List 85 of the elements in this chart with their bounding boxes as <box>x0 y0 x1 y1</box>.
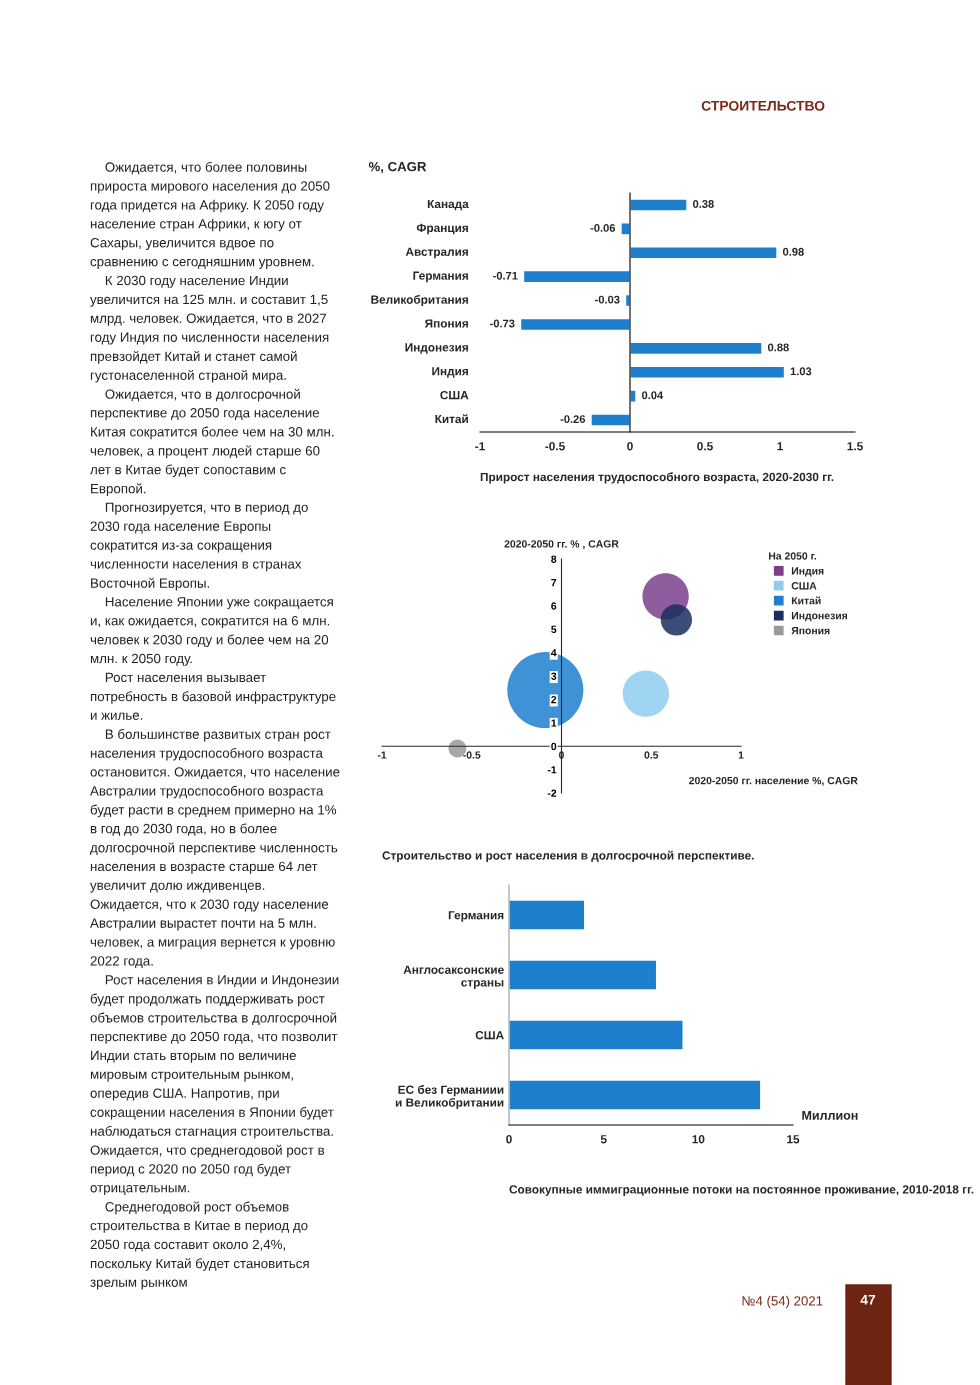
x-tick-label: 0.5 <box>697 442 713 451</box>
text: Строительство и рост населения в долгосрочной перспективе. <box>382 850 754 862</box>
text: Рост населения вызывает потребность в базовой инфраструктуре и жилье. <box>90 672 336 720</box>
text: СТРОИТЕЛЬСТВО <box>701 100 825 111</box>
y-tick-label: Канада <box>427 199 469 211</box>
text: Население Японии уже сокращается и, как ожидается, сократится на 6 млн. человек к 2030 году и более чем на 20 млн. к 2050 году. <box>90 597 333 666</box>
bar <box>620 222 631 236</box>
y-tick-label: 6 <box>551 602 557 610</box>
y-tick-label: США <box>440 390 469 400</box>
x-tick-label: 1 <box>738 751 744 759</box>
text: Рост населения в Индии и Индонезии будет продолжать поддерживать рост объемов строительства в долгосрочной перспективе до 2050 года, что позволит Индии стать вторым по величине мировым строительным рынком, опередив США. Напротив, при сокращении населения в Японии будет наблюдаться стагнация строительства. Ожидается, что среднегодовой рост в период с 2020 по 2050 год будет отрицательным. <box>90 975 339 1196</box>
x-tick-label: -1 <box>377 751 387 759</box>
bar <box>629 341 763 356</box>
x-tick-label: 1.5 <box>847 442 863 451</box>
legend-label: Индия <box>791 567 824 577</box>
y-tick-label: Германия <box>448 911 504 922</box>
y-tick-label: 1 <box>551 719 557 727</box>
y-tick-label: Индия <box>432 367 468 378</box>
data-label: -0.03 <box>595 295 620 304</box>
y-tick-label: Австралия <box>405 247 468 259</box>
text: В большинстве развитых стран рост населения трудоспособного возраста остановится. Ожидается, что население Австралии трудоспособного возраста будет расти в среднем примерно на 1% в год до 2030 года, но в более долгосрочной перспективе численность населения в возрасте старше 64 лет увеличит долю иждивенцев. Ожидается, что к 2030 году население Австралии вырастет почти на 5 млн. человек, а миграция вернется к уровню 2022 года. <box>90 729 340 969</box>
x-tick-label: 15 <box>787 1135 800 1144</box>
bar <box>522 269 631 284</box>
y-tick-label: 7 <box>551 579 557 587</box>
x-tick-label: 10 <box>692 1135 705 1144</box>
text: Совокупные иммиграционные потоки на постоянное проживание, 2010-2018 гг. <box>509 1185 974 1196</box>
y-tick-label: 5 <box>551 625 557 634</box>
data-label: 0.88 <box>767 343 789 352</box>
legend-title: На 2050 г. <box>769 552 817 560</box>
data-label: -0.06 <box>590 223 616 232</box>
text: Ожидается, что в долгосрочной перспективе до 2050 года население Китая сократится более чем на 30 млн. человек, а процент людей старше 60 лет в Китае будет сопоставим с Европой. <box>90 388 334 496</box>
text: Прирост населения трудоспособного возраста, 2020-2030 гг. <box>480 472 834 484</box>
y-tick-label: Великобритания <box>371 295 468 307</box>
bar <box>629 365 786 379</box>
bar <box>509 959 658 991</box>
y-tick-label: ЕС без Германиии и Великобритании <box>395 1085 504 1110</box>
data-label: -0.71 <box>493 271 518 280</box>
data-label: -0.26 <box>560 415 586 424</box>
y-tick-label: Франция <box>416 223 468 235</box>
data-label: 0.38 <box>692 200 714 208</box>
legend-label: Китай <box>791 596 821 605</box>
text: Среднегодовой рост объемов строительства в Китае в период до 2050 года составит около 2,4%, поскольку Китай будет становиться зрелым рынком <box>90 1201 309 1290</box>
y-tick-label: Германия <box>413 271 468 283</box>
x-tick-label: 0 <box>627 442 633 451</box>
y-tick-label: 8 <box>551 555 557 563</box>
x-tick-label: 5 <box>600 1135 607 1144</box>
y-axis-title: %, CAGR <box>368 161 427 174</box>
bar <box>629 246 778 260</box>
bar <box>509 899 586 931</box>
text: Прогнозируется, что в период до 2030 года население Европы сократится из-за сокращения численности населения в странах Восточной Европы. <box>90 502 308 591</box>
y-tick-label: -1 <box>547 766 557 774</box>
y-tick-label: Англосаксонские страны <box>403 965 504 989</box>
x-tick-label: 0 <box>506 1135 512 1144</box>
y-tick-label: Индонезия <box>405 343 468 354</box>
data-label: 0.04 <box>641 391 664 400</box>
bar <box>629 198 688 212</box>
bar <box>590 413 631 427</box>
x-tick-label: -0.5 <box>545 442 565 451</box>
bar <box>519 317 631 332</box>
legend-label: США <box>791 582 817 590</box>
y-axis-title: 2020-2050 гг. % , CAGR <box>504 540 619 550</box>
bar <box>509 1019 684 1051</box>
x-tick-label: 0.5 <box>644 751 659 759</box>
y-tick-label: Япония <box>424 319 468 328</box>
y-tick-label: 4 <box>551 649 557 657</box>
data-label: 0.98 <box>782 247 804 256</box>
text: К 2030 году население Индии увеличится на 125 млн. и составит 1,5 млрд. человек. Ожидается, что в 2027 году Индия по численности населения превзойдет Китай и станет самой густонаселенной страной мира. <box>90 275 329 383</box>
text: №4 (54) 2021 <box>742 1295 823 1309</box>
y-tick-label: Китай <box>435 414 468 424</box>
data-label: 1.03 <box>790 367 812 376</box>
bar <box>509 1079 762 1111</box>
x-axis-title: Миллион <box>802 1111 858 1120</box>
text: Ожидается, что более половины прироста мирового населения до 2050 года придется на Африку. К 2050 году население стран Африки, к югу от Сахары, увеличится вдвое по сравнению с сегодняшним уровнем. <box>90 161 330 269</box>
legend-label: Индонезия <box>791 612 848 622</box>
y-tick-label: 2 <box>551 695 557 704</box>
x-axis-title: 2020-2050 гг. население %, CAGR <box>689 776 858 786</box>
legend-label: Япония <box>791 626 830 635</box>
x-tick-label: 1 <box>777 442 783 451</box>
x-tick-label: -0.5 <box>463 751 481 759</box>
y-tick-label: США <box>475 1031 504 1040</box>
data-label: -0.73 <box>490 319 515 328</box>
y-tick-label: -2 <box>547 789 557 797</box>
text: 47 <box>860 1295 876 1305</box>
y-tick-label: 3 <box>551 672 557 680</box>
y-tick-label: 0 <box>551 742 557 751</box>
